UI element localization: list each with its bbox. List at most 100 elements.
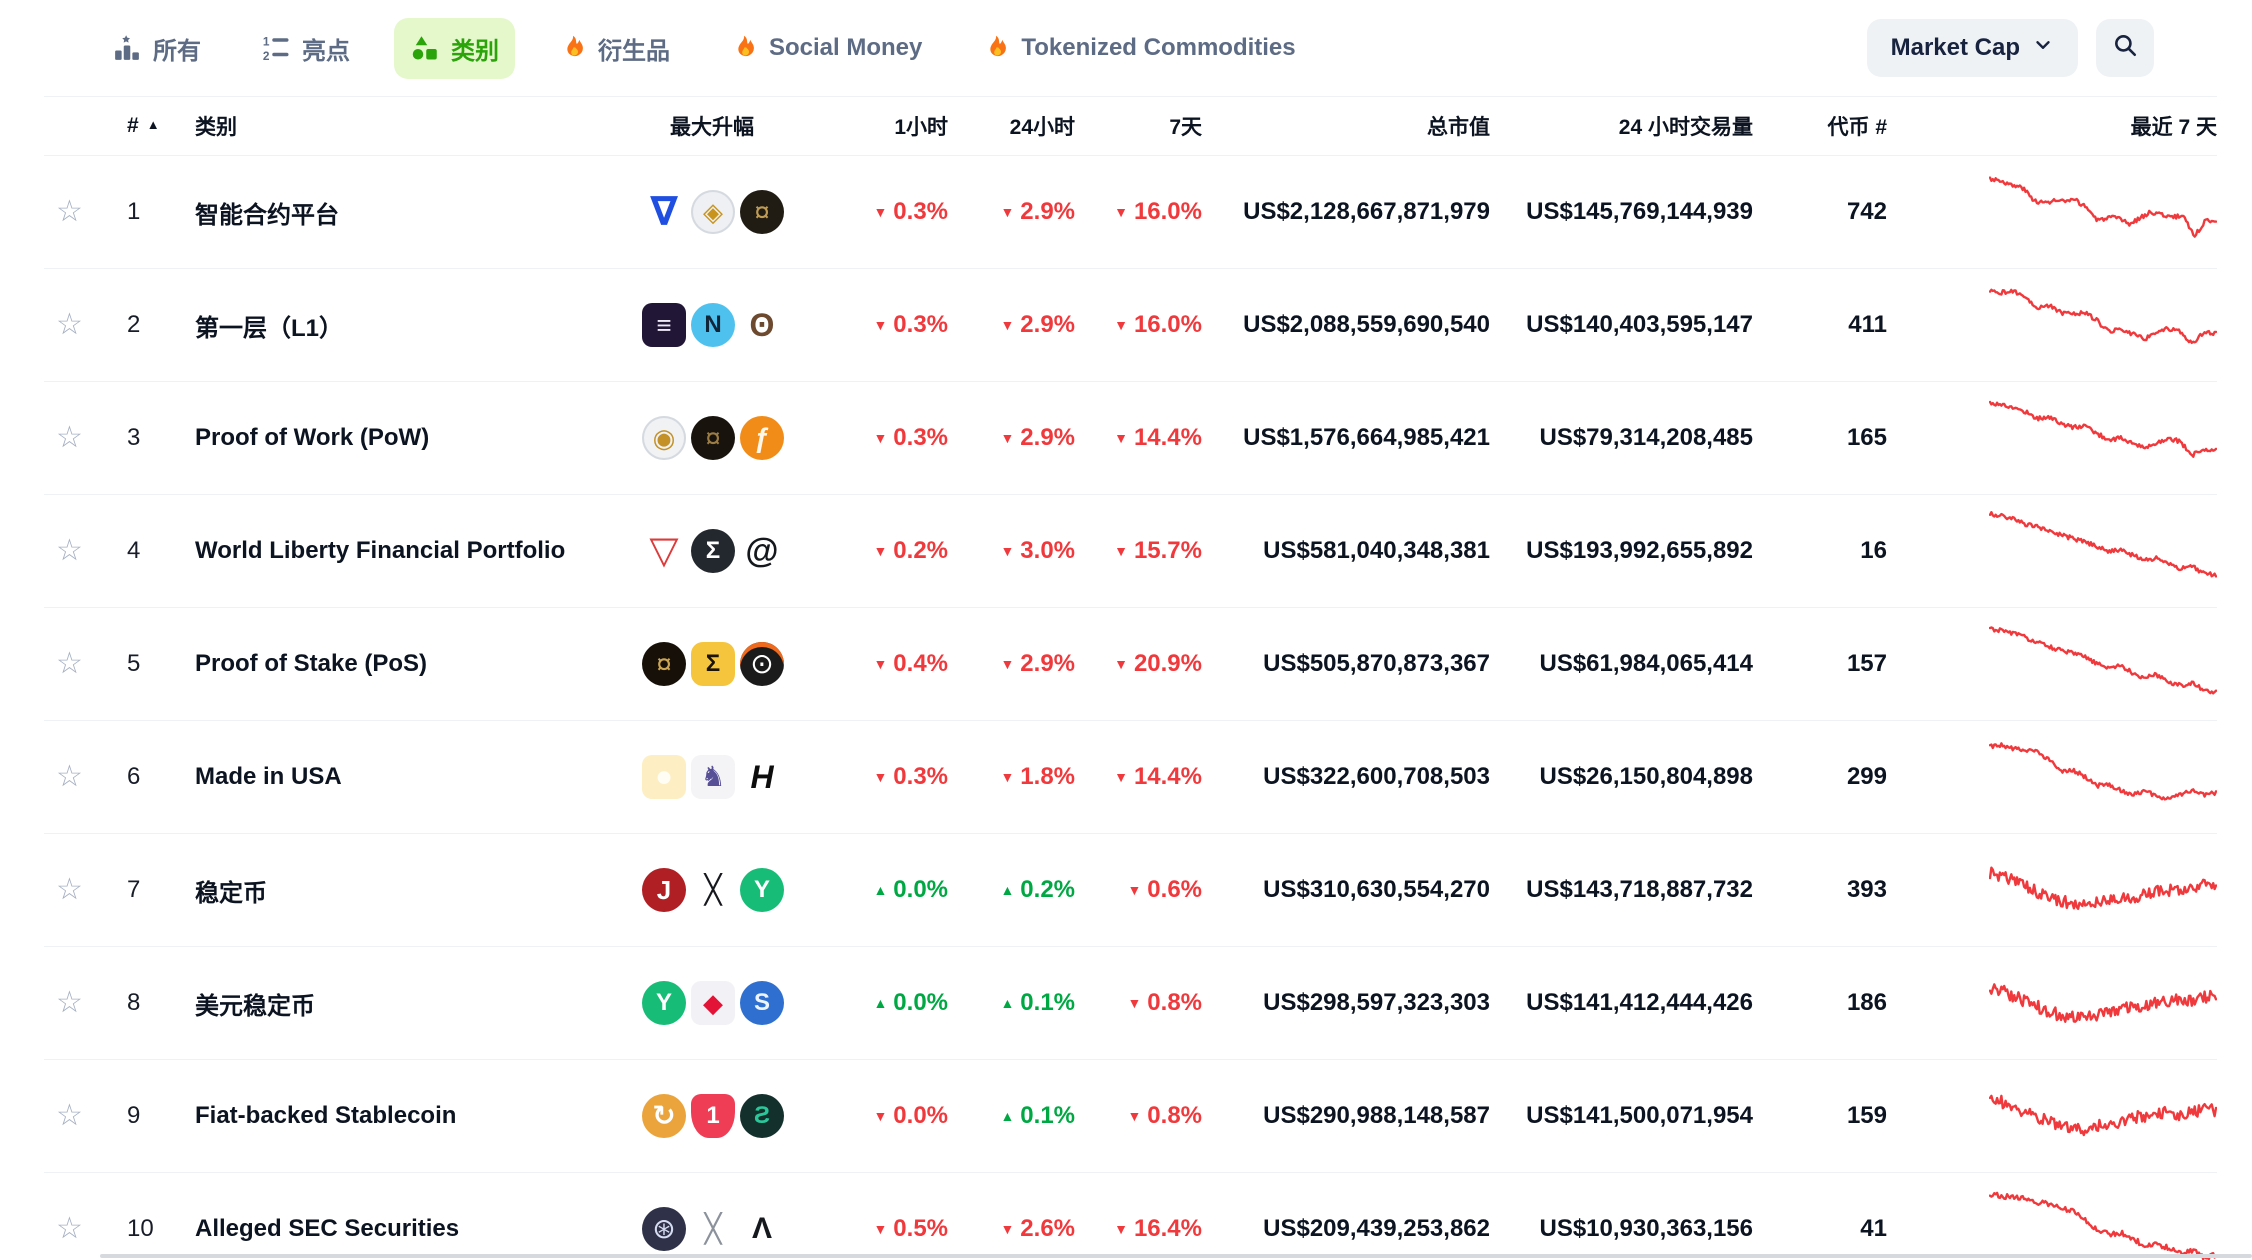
blue-triangle-coin-icon[interactable]: ∇ <box>650 190 678 234</box>
percent-change: ▼ 16.0% <box>1075 198 1202 226</box>
token-count: 157 <box>1846 650 1887 677</box>
favorite-star-icon[interactable]: ☆ <box>56 873 83 906</box>
algorand-coin-icon[interactable]: Λ <box>751 1212 772 1245</box>
egg-coin-icon[interactable]: ● <box>642 755 686 799</box>
favorite-star-icon[interactable]: ☆ <box>56 308 83 341</box>
nav-tab-2[interactable]: 类别 <box>394 17 515 79</box>
sparkline-7d <box>1989 176 2217 238</box>
rank-number: 1 <box>127 198 141 225</box>
category-link[interactable]: 美元稳定币 <box>195 992 315 1020</box>
gold-circuit-coin-icon[interactable]: ◈ <box>691 190 735 234</box>
hand-amber-coin-icon[interactable]: ↻ <box>642 1094 686 1138</box>
nav-tab-4[interactable]: Social Money <box>714 21 938 75</box>
table-header: # ▲ 类别 最大升幅 1小时 24小时 7天 总市值 24 小时交易量 代币 #… <box>44 96 2217 156</box>
y-green-coin-icon[interactable]: Y <box>642 981 686 1025</box>
category-link[interactable]: Made in USA <box>195 763 342 790</box>
header-volume-24h[interactable]: 24 小时交易量 <box>1618 116 1753 139</box>
dark-eagle-coin-icon[interactable]: ¤ <box>691 416 735 460</box>
sort-by-button[interactable]: Market Cap <box>1866 19 2078 77</box>
x-black-coin-icon[interactable]: ╳ <box>704 874 722 905</box>
market-cap-value: US$505,870,873,367 <box>1263 650 1490 677</box>
token-count: 165 <box>1846 424 1887 451</box>
down-caret-icon: ▼ <box>873 430 888 446</box>
favorite-star-icon[interactable]: ☆ <box>56 760 83 793</box>
shapes-icon <box>410 33 440 63</box>
category-link[interactable]: Proof of Work (PoW) <box>195 424 430 451</box>
sigma-dark-coin-icon[interactable]: Σ <box>691 529 735 573</box>
down-caret-icon: ▼ <box>1114 430 1128 446</box>
blue-s-hex-coin-icon[interactable]: S <box>740 981 784 1025</box>
category-link[interactable]: 稳定币 <box>195 879 267 907</box>
hive-red-coin-icon[interactable]: ◆ <box>691 981 735 1025</box>
down-caret-icon: ▼ <box>1114 769 1128 785</box>
favorite-star-icon[interactable]: ☆ <box>56 195 83 228</box>
header-1h[interactable]: 1小时 <box>894 116 948 139</box>
eagle-gold-coin-icon[interactable]: ¤ <box>642 642 686 686</box>
gray-cross-coin-icon[interactable]: ╳ <box>704 1213 722 1244</box>
n-blue-coin-icon[interactable]: N <box>691 303 735 347</box>
category-link[interactable]: Fiat-backed Stablecoin <box>195 1102 457 1129</box>
hashflow-h-coin-icon[interactable]: H <box>750 759 774 795</box>
percent-change: ▲ 0.2% <box>948 876 1075 904</box>
rank-number: 8 <box>127 989 141 1016</box>
table-row: ☆ 5 Proof of Stake (PoS) ¤ Σ ⊙ ▼ 0.4% ▼ 2.9% ▼ 20.9… <box>44 608 2217 721</box>
percent-change: ▼ 2.9% <box>948 650 1075 678</box>
squiggle-s-coin-icon[interactable]: Ƨ <box>740 1094 784 1138</box>
category-link[interactable]: Proof of Stake (PoS) <box>195 650 428 677</box>
favorite-star-icon[interactable]: ☆ <box>56 1212 83 1245</box>
category-link[interactable]: Alleged SEC Securities <box>195 1215 460 1242</box>
black-orange-ring-coin-icon[interactable]: ⊙ <box>740 642 784 686</box>
gold-medal-coin-icon[interactable]: ◉ <box>642 416 686 460</box>
down-caret-icon: ▼ <box>873 204 888 220</box>
horizontal-scrollbar[interactable] <box>100 1254 2252 1258</box>
category-link[interactable]: World Liberty Financial Portfolio <box>195 537 566 564</box>
percent-change: ▼ 0.8% <box>1075 1102 1202 1130</box>
tron-triangle-coin-icon[interactable]: ▽ <box>649 530 679 572</box>
percent-value: 0.1% <box>1020 1102 1075 1129</box>
yellow-hex-sigma-coin-icon[interactable]: Σ <box>691 642 735 686</box>
favorite-star-icon[interactable]: ☆ <box>56 647 83 680</box>
header-7d[interactable]: 7天 <box>1169 116 1202 139</box>
purple-bird-coin-icon[interactable]: ♞ <box>691 755 735 799</box>
volume-24h-value: US$61,984,065,414 <box>1539 650 1753 677</box>
favorite-star-icon[interactable]: ☆ <box>56 534 83 567</box>
favorite-star-icon[interactable]: ☆ <box>56 1099 83 1132</box>
orange-f-coin-icon[interactable]: ƒ <box>740 416 784 460</box>
nav-tab-0[interactable]: 所有 <box>96 18 217 79</box>
rank-number: 6 <box>127 763 141 790</box>
market-cap-value: US$322,600,708,503 <box>1263 763 1490 790</box>
owl-coin-icon[interactable]: ʘ <box>749 307 775 343</box>
market-cap-value: US$298,597,323,303 <box>1263 989 1490 1016</box>
volume-24h-value: US$141,412,444,426 <box>1526 989 1753 1016</box>
percent-change: ▲ 0.0% <box>788 876 948 904</box>
header-24h[interactable]: 24小时 <box>1009 116 1075 139</box>
nav-tab-5[interactable]: Tokenized Commodities <box>966 21 1311 75</box>
down-caret-icon: ▼ <box>1114 543 1128 559</box>
percent-change: ▼ 16.4% <box>1075 1215 1202 1243</box>
header-top-gainers[interactable]: 最大升幅 <box>670 116 754 139</box>
nav-tab-3[interactable]: 衍生品 <box>543 18 686 79</box>
percent-value: 1.8% <box>1020 763 1075 790</box>
j-red-coin-icon[interactable]: J <box>642 868 686 912</box>
shield-one-coin-icon[interactable]: 1 <box>691 1094 735 1138</box>
nav-tab-1[interactable]: 1 2 亮点 <box>245 18 366 79</box>
atom-navy-coin-icon[interactable]: ⊛ <box>642 1207 686 1251</box>
category-link[interactable]: 智能合约平台 <box>195 201 339 229</box>
search-button[interactable] <box>2096 19 2154 77</box>
nav-tab-label: Social Money <box>769 34 923 61</box>
header-category[interactable]: 类别 <box>195 116 237 139</box>
categories-table: # ▲ 类别 最大升幅 1小时 24小时 7天 总市值 24 小时交易量 代币 #… <box>0 96 2252 1260</box>
favorite-star-icon[interactable]: ☆ <box>56 986 83 1019</box>
eagle-coin-icon[interactable]: ¤ <box>740 190 784 234</box>
token-count: 742 <box>1846 198 1887 225</box>
y-green-coin-icon[interactable]: Y <box>740 868 784 912</box>
category-link[interactable]: 第一层（L1） <box>195 314 344 342</box>
table-row: ☆ 8 美元稳定币 Y ◆ S ▲ 0.0% ▲ 0.1% ▼ 0.8% US$298,597,323,… <box>44 947 2217 1060</box>
nav-tab-label: Tokenized Commodities <box>1021 34 1296 61</box>
favorite-star-icon[interactable]: ☆ <box>56 421 83 454</box>
header-market-cap[interactable]: 总市值 <box>1427 116 1490 139</box>
header-rank[interactable]: # ▲ <box>104 114 168 138</box>
dark-exchange-coin-icon[interactable]: ≡ <box>642 303 686 347</box>
header-token-count[interactable]: 代币 # <box>1827 116 1887 139</box>
spiral-coin-icon[interactable]: @ <box>745 532 779 570</box>
